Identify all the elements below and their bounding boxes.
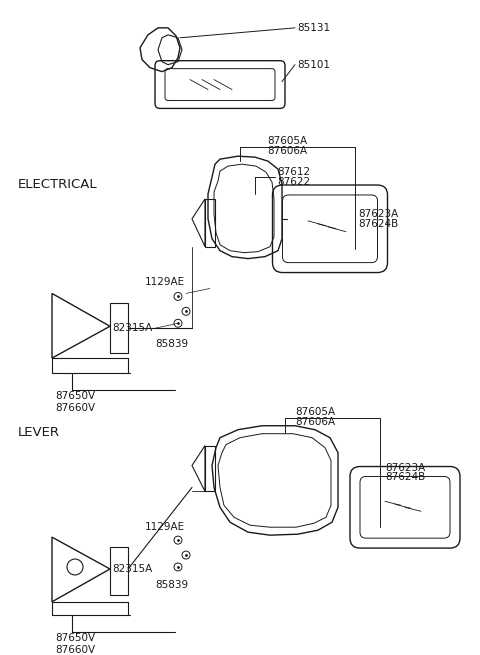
Text: 82315A: 82315A [112, 324, 152, 333]
Text: 85131: 85131 [297, 23, 330, 33]
Text: 1129AE: 1129AE [145, 276, 185, 286]
Text: 85839: 85839 [155, 580, 188, 590]
Text: 87622: 87622 [277, 177, 310, 187]
Text: 87606A: 87606A [267, 146, 307, 156]
Text: 87650V: 87650V [55, 391, 95, 401]
Text: 82315A: 82315A [112, 564, 152, 574]
Text: 87660V: 87660V [55, 403, 95, 413]
Text: 87624B: 87624B [358, 219, 398, 229]
Text: 87660V: 87660V [55, 645, 95, 654]
Text: 87623A: 87623A [385, 462, 425, 472]
Text: 1129AE: 1129AE [145, 522, 185, 533]
Text: 87623A: 87623A [358, 209, 398, 219]
Text: 87624B: 87624B [385, 472, 425, 483]
Text: 87650V: 87650V [55, 633, 95, 643]
Text: 87612: 87612 [277, 167, 310, 177]
Text: 85101: 85101 [297, 60, 330, 69]
Text: 87606A: 87606A [295, 417, 335, 427]
Text: 87605A: 87605A [267, 136, 307, 146]
Text: 87605A: 87605A [295, 407, 335, 417]
Text: LEVER: LEVER [18, 426, 60, 440]
Text: ELECTRICAL: ELECTRICAL [18, 178, 97, 191]
Text: 85839: 85839 [155, 339, 188, 349]
